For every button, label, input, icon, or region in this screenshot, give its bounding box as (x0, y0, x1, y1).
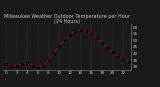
Title: Milwaukee Weather Outdoor Temperature per Hour (24 Hours): Milwaukee Weather Outdoor Temperature pe… (4, 14, 130, 24)
